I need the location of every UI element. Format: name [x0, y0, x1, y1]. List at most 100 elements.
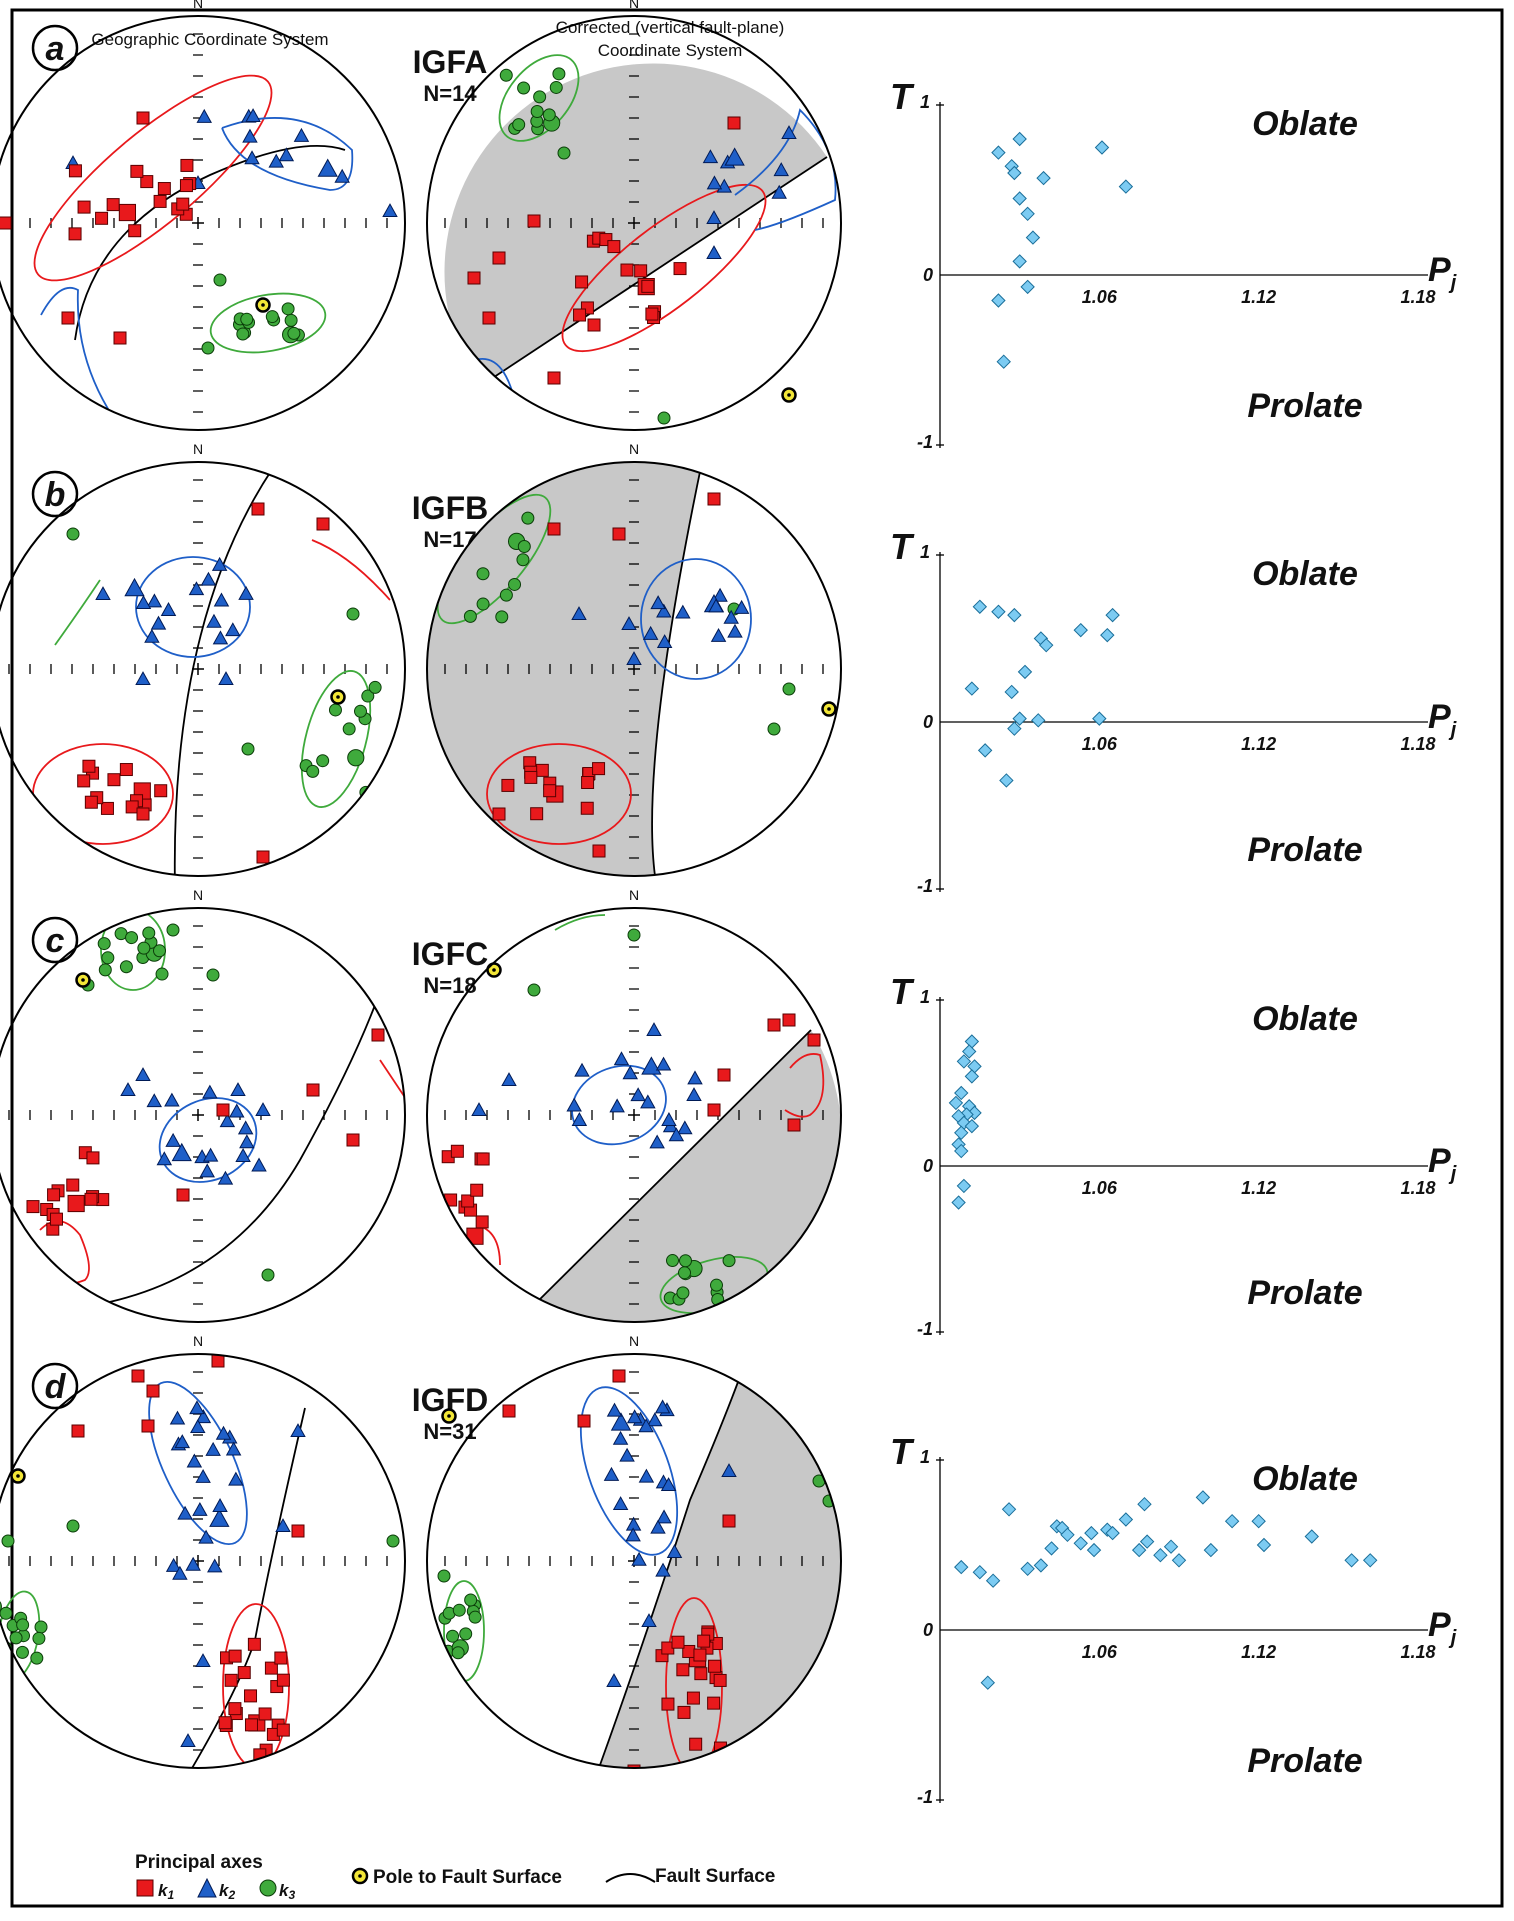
k1-axis-square: [276, 1673, 290, 1687]
stereonet-primitive-circle: [426, 907, 842, 1323]
k1-axis-square: [727, 116, 741, 130]
k3-axis-circle: [512, 118, 526, 132]
k1-axis-square: [66, 1178, 80, 1192]
k2-axis-triangle: [199, 1163, 215, 1178]
k1-axis-square: [224, 1673, 238, 1687]
k3-axis-circle: [166, 923, 180, 937]
legend-k1-label: k1: [158, 1881, 174, 1902]
k2-axis-triangle: [625, 1527, 641, 1542]
k1-axis-square: [244, 1689, 258, 1703]
k1-axis-square: [67, 1194, 85, 1213]
k2-axis-triangle: [723, 609, 739, 624]
tplot-data-point: [964, 681, 980, 696]
stereonet-content: [439, 914, 841, 1322]
k3-axis-circle: [354, 704, 368, 718]
k1-axis-square: [450, 1144, 464, 1158]
k1-axis-square: [607, 240, 621, 254]
k1-axis-square: [77, 200, 91, 214]
tplot-oblate-label: Oblate: [1252, 555, 1358, 593]
k2-axis-triangle: [228, 1471, 244, 1486]
tplot-prolate-label: Prolate: [1247, 387, 1362, 425]
tplot-data-point: [991, 145, 1006, 160]
k1-axis-square: [180, 158, 194, 172]
k1-axis-square: [682, 1644, 696, 1658]
tplot-x-tick-label: 1.06: [1082, 1178, 1118, 1198]
k1-axis-square: [244, 1718, 258, 1732]
tplot-y-bottom-label: -1: [917, 1319, 933, 1339]
k2-axis-triangle: [174, 1434, 191, 1449]
k1-axis-square: [125, 800, 139, 814]
k1-axis-square: [100, 801, 114, 815]
k3-axis-circle: [0, 1647, 11, 1661]
k2-axis-triangle: [206, 613, 222, 628]
k2-axis-triangle: [206, 1558, 223, 1573]
tplot-data-point: [1362, 1553, 1378, 1568]
k3-axis-circle: [437, 1569, 451, 1583]
k1-axis-square: [627, 1764, 641, 1768]
stereonet-content: [8, 464, 391, 876]
k1-axis-square: [707, 1103, 721, 1117]
stereonet-primitive-circle: [0, 907, 406, 1323]
tplot-y-bottom-label: -1: [917, 1787, 933, 1807]
k2-axis-triangle: [255, 1102, 271, 1117]
k1-axis-square: [717, 1068, 731, 1082]
k1-axis-square: [264, 1661, 278, 1675]
tplot-data-point: [1105, 607, 1120, 623]
k3-axis-circle: [452, 1603, 466, 1617]
tplot-data-point: [1033, 1558, 1049, 1573]
tplot-y-zero-label: 0: [923, 1620, 933, 1640]
k2-axis-triangle: [571, 606, 587, 621]
tplot-x-tick-label: 1.18: [1400, 287, 1435, 307]
tplot-data-point: [1012, 191, 1027, 206]
tplot-data-point: [972, 1564, 988, 1580]
pole-to-fault-dot: [827, 707, 831, 711]
k1-axis-square: [68, 227, 82, 241]
k2-axis-triangle: [668, 1127, 685, 1142]
k1-axis-square: [673, 262, 687, 276]
crosshair-ticks: [8, 479, 388, 859]
tplot-y-top-label: 1: [920, 1447, 930, 1467]
crosshair-ticks: [444, 479, 824, 859]
tplot-y-bottom-label: -1: [917, 432, 933, 452]
tplot-data-point: [991, 293, 1006, 308]
k3-axis-circle: [459, 1627, 473, 1641]
k2-axis-triangle: [135, 1067, 151, 1082]
k3-axis-circle: [30, 1651, 44, 1665]
k2-axis-triangle: [640, 1094, 656, 1109]
k2-axis-triangle: [209, 1508, 230, 1527]
k2-axis-triangle: [661, 1111, 677, 1126]
tplot-data-point: [951, 1195, 966, 1210]
k1-axis-square: [131, 1369, 145, 1383]
tplot-data-point: [1137, 1496, 1152, 1512]
k1-axis-square: [119, 763, 133, 777]
k1-axis-square: [176, 1188, 190, 1202]
k3-axis-circle: [549, 80, 563, 94]
tplot-oblate-label: Oblate: [1252, 1000, 1358, 1038]
tplot-x-tick-label: 1.06: [1082, 287, 1118, 307]
k3-axis-circle: [530, 105, 544, 119]
k1-axis-square: [82, 759, 96, 773]
k1-axis-square: [211, 1354, 225, 1368]
crosshair-ticks: [444, 1371, 824, 1751]
k2-axis-triangle: [219, 1113, 236, 1128]
k1-confidence-ellipse: [561, 183, 767, 353]
tplot-data-point: [1007, 607, 1022, 623]
tplot-pj-subscript: j: [1448, 1163, 1457, 1185]
k2-axis-triangle: [195, 1468, 211, 1483]
k1-axis-square: [467, 271, 481, 285]
k2-axis-triangle: [251, 1157, 267, 1172]
k2-confidence-ellipse: [640, 558, 752, 680]
k2-axis-triangle: [165, 1557, 182, 1572]
k1-axis-square: [470, 1183, 484, 1197]
k1-axis-square: [346, 1133, 360, 1147]
k1-axis-square: [689, 1737, 703, 1751]
tplot-data-point: [1251, 1513, 1266, 1529]
k2-axis-triangle: [202, 1084, 218, 1099]
legend-k1-square: [136, 1879, 154, 1897]
panel-letter-badge: [31, 1362, 79, 1410]
tplot-x-tick-label: 1.12: [1241, 734, 1276, 754]
k1-axis-square: [501, 778, 515, 792]
tplot-data-point: [1012, 254, 1027, 269]
k3-axis-circle: [16, 1618, 30, 1632]
